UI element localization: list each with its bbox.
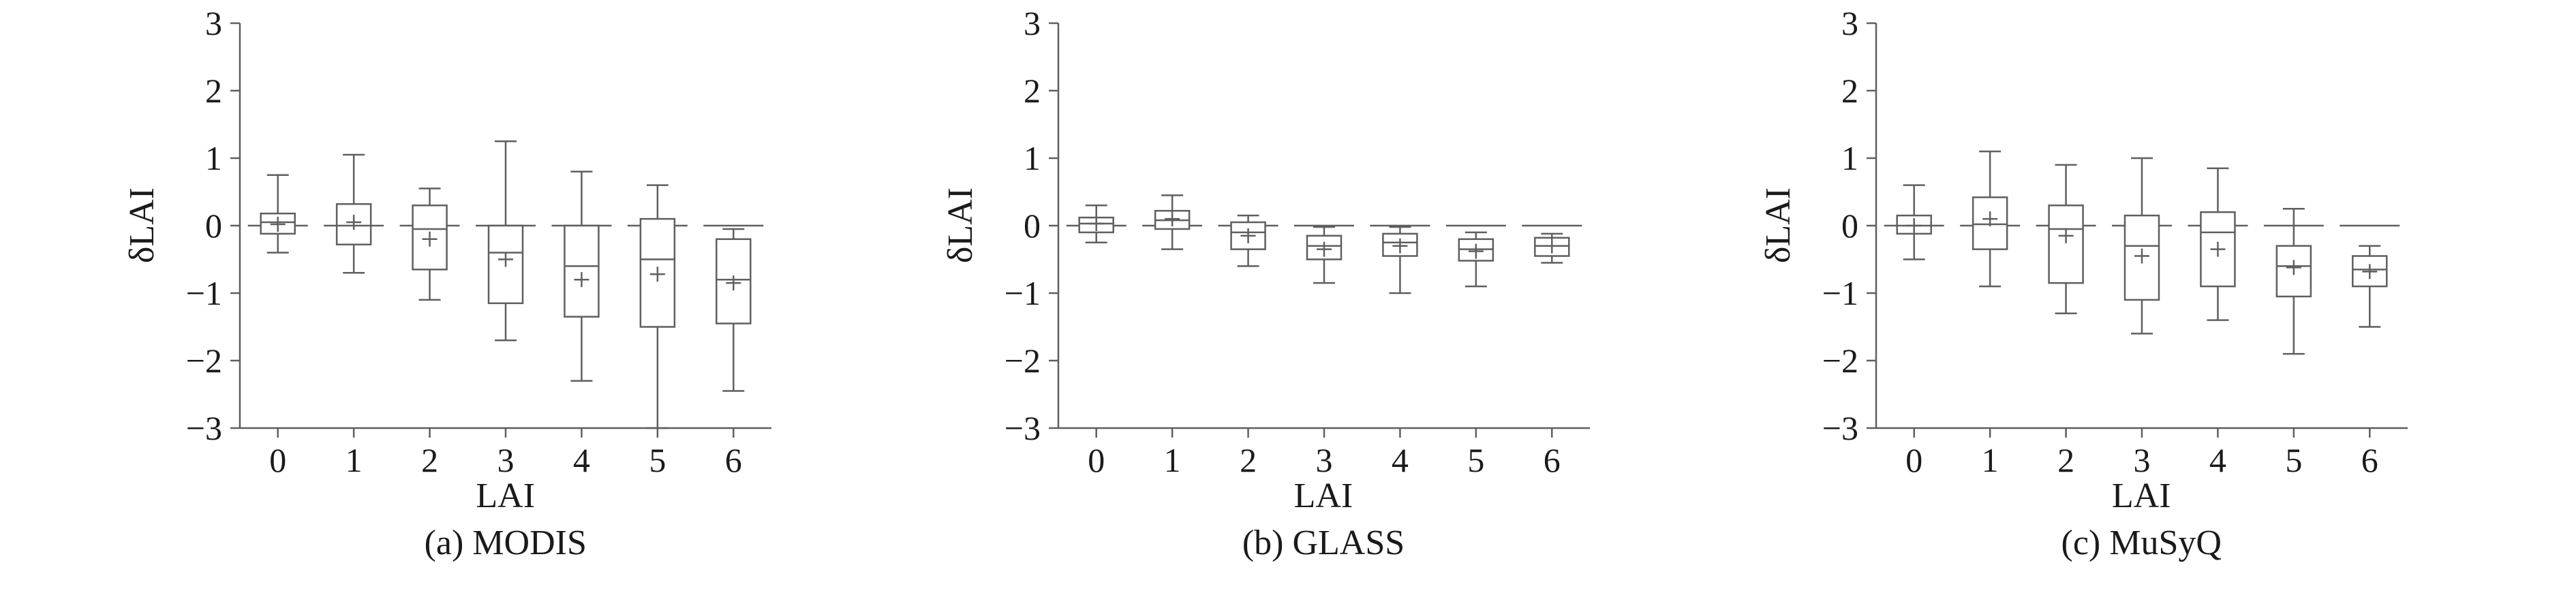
svg-text:2: 2 [2057, 441, 2074, 479]
panel-glass: δLAI −3 −2 −1 0 1 2 3 0 1 2 3 4 5 6 LAI (b) GLASS [940, 4, 1636, 563]
svg-text:0: 0 [205, 207, 222, 245]
svg-text:6: 6 [2361, 441, 2378, 479]
svg-text:−1: −1 [1822, 274, 1858, 312]
svg-text:1: 1 [1841, 139, 1858, 177]
svg-text:1: 1 [1024, 139, 1041, 177]
svg-text:0: 0 [1024, 207, 1041, 245]
glass-panel-caption: (b) GLASS [1242, 524, 1405, 562]
glass-plot-area: δLAI −3 −2 −1 0 1 2 3 0 1 2 3 4 5 6 [940, 4, 1636, 481]
musyq-x-axis-label: LAI [2111, 476, 2171, 515]
svg-text:−2: −2 [1004, 342, 1040, 380]
svg-text:−2: −2 [1822, 342, 1858, 380]
svg-text:0: 0 [1905, 441, 1922, 479]
musyq-boxplot-canvas: −3 −2 −1 0 1 2 3 0 1 2 3 4 5 6 [1822, 4, 2408, 479]
svg-text:2: 2 [421, 441, 438, 479]
svg-text:6: 6 [725, 441, 742, 479]
glass-x-axis-label: LAI [1293, 476, 1353, 515]
svg-text:2: 2 [1841, 72, 1858, 110]
glass-y-axis-label: δLAI [940, 187, 980, 264]
musyq-panel-caption: (c) MuSyQ [2061, 524, 2222, 562]
svg-text:3: 3 [205, 4, 222, 42]
svg-text:−3: −3 [1004, 409, 1040, 447]
svg-text:5: 5 [2285, 441, 2302, 479]
svg-text:3: 3 [1841, 4, 1858, 42]
musyq-y-axis-label: δLAI [1758, 187, 1798, 264]
svg-text:−3: −3 [186, 409, 222, 447]
svg-text:−1: −1 [1004, 274, 1040, 312]
svg-text:−1: −1 [186, 274, 222, 312]
svg-text:3: 3 [1024, 4, 1041, 42]
svg-text:4: 4 [573, 441, 590, 479]
svg-text:4: 4 [2209, 441, 2226, 479]
svg-text:0: 0 [1088, 441, 1105, 479]
modis-plot-area: δLAI −3 −2 −1 0 1 2 3 0 1 2 3 4 5 6 [122, 4, 818, 481]
glass-boxplot-canvas: −3 −2 −1 0 1 2 3 0 1 2 3 4 5 6 [1004, 4, 1590, 479]
svg-text:2: 2 [205, 72, 222, 110]
svg-text:3: 3 [2133, 441, 2150, 479]
modis-y-axis-label: δLAI [123, 187, 162, 264]
modis-x-axis-label: LAI [476, 476, 536, 515]
svg-text:2: 2 [1240, 441, 1257, 479]
svg-text:4: 4 [1391, 441, 1408, 479]
svg-text:5: 5 [1467, 441, 1484, 479]
svg-text:3: 3 [497, 441, 515, 479]
svg-text:3: 3 [1315, 441, 1332, 479]
svg-text:0: 0 [1841, 207, 1858, 245]
svg-text:5: 5 [649, 441, 666, 479]
svg-text:2: 2 [1024, 72, 1041, 110]
svg-text:−3: −3 [1822, 409, 1858, 447]
svg-text:1: 1 [1981, 441, 1998, 479]
svg-text:6: 6 [1543, 441, 1560, 479]
svg-text:1: 1 [205, 139, 222, 177]
svg-text:0: 0 [269, 441, 286, 479]
svg-text:1: 1 [346, 441, 363, 479]
svg-text:1: 1 [1163, 441, 1180, 479]
modis-boxplot-canvas: −3 −2 −1 0 1 2 3 0 1 2 3 4 5 6 [186, 4, 772, 479]
musyq-plot-area: δLAI −3 −2 −1 0 1 2 3 0 1 2 3 4 5 6 [1758, 4, 2454, 481]
modis-panel-caption: (a) MODIS [424, 524, 587, 562]
panel-modis: δLAI −3 −2 −1 0 1 2 3 0 1 2 3 4 5 6 LAI (a) MODIS [122, 4, 818, 563]
panel-musyq: δLAI −3 −2 −1 0 1 2 3 0 1 2 3 4 5 6 LAI (c) MuSyQ [1758, 4, 2454, 563]
svg-text:−2: −2 [186, 342, 222, 380]
